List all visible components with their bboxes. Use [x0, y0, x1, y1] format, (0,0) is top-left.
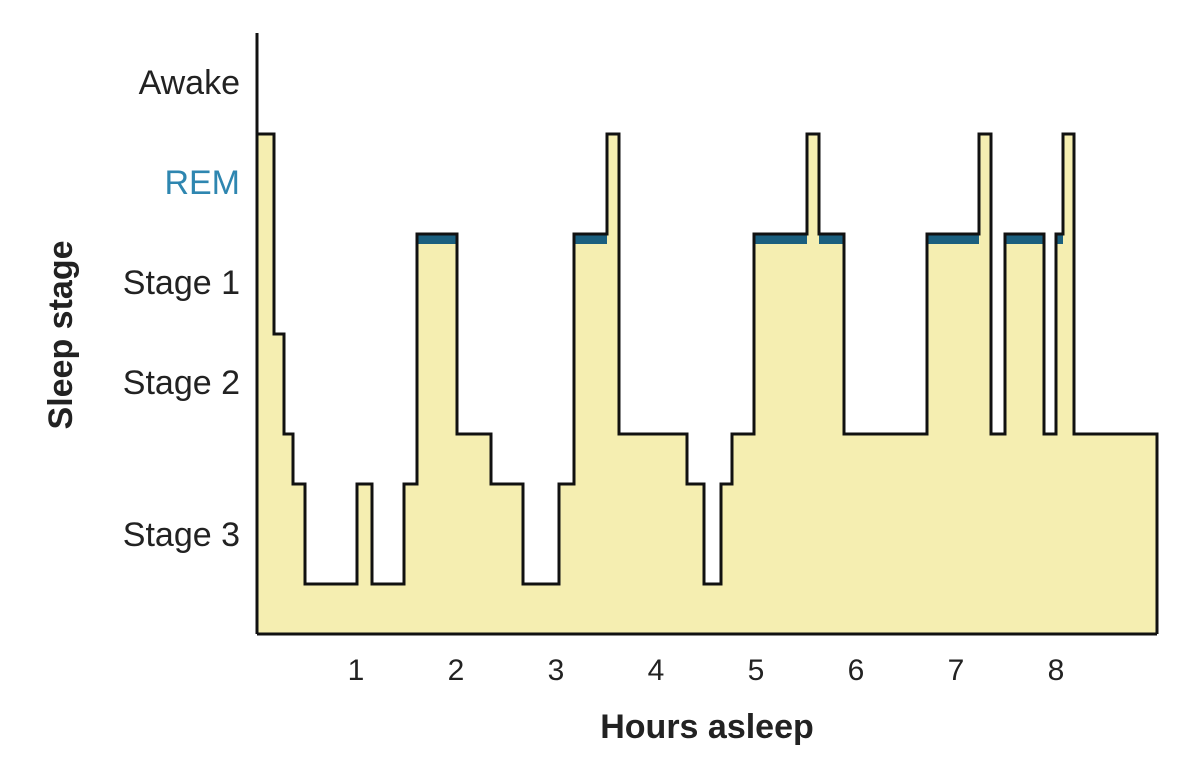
y-label-stage-3: Stage 3 [123, 516, 240, 554]
sleep-area-fill [257, 134, 1157, 634]
x-tick-label-2: 2 [448, 654, 465, 687]
y-label-stage-1: Stage 1 [123, 264, 240, 302]
plot-area [257, 132, 1159, 636]
y-tick-labels: Awake REM Stage 1 Stage 2 Stage 3 [123, 64, 240, 554]
y-label-rem: REM [164, 164, 240, 202]
x-tick-label-8: 8 [1048, 654, 1065, 687]
x-tick-label-1: 1 [348, 654, 365, 687]
y-axis-title: Sleep stage [42, 241, 80, 430]
y-label-awake: Awake [139, 64, 240, 102]
rem-period-bar-1 [417, 233, 457, 244]
rem-period-bar-4 [819, 233, 844, 244]
rem-period-bar-6 [1005, 233, 1044, 244]
rem-period-bar-2 [574, 233, 607, 244]
rem-period-bar-3 [754, 233, 807, 244]
x-tick-label-3: 3 [548, 654, 565, 687]
rem-period-bar-7 [1056, 233, 1063, 244]
rem-period-bar-5 [927, 233, 979, 244]
x-tick-labels: 1 2 3 4 5 6 7 8 [348, 654, 1065, 687]
x-tick-label-6: 6 [848, 654, 865, 687]
sleep-stage-line [257, 132, 1159, 634]
x-tick-label-4: 4 [648, 654, 665, 687]
y-label-stage-2: Stage 2 [123, 364, 240, 402]
x-axis-title: Hours asleep [600, 708, 814, 746]
x-tick-label-7: 7 [948, 654, 965, 687]
x-tick-label-5: 5 [748, 654, 765, 687]
